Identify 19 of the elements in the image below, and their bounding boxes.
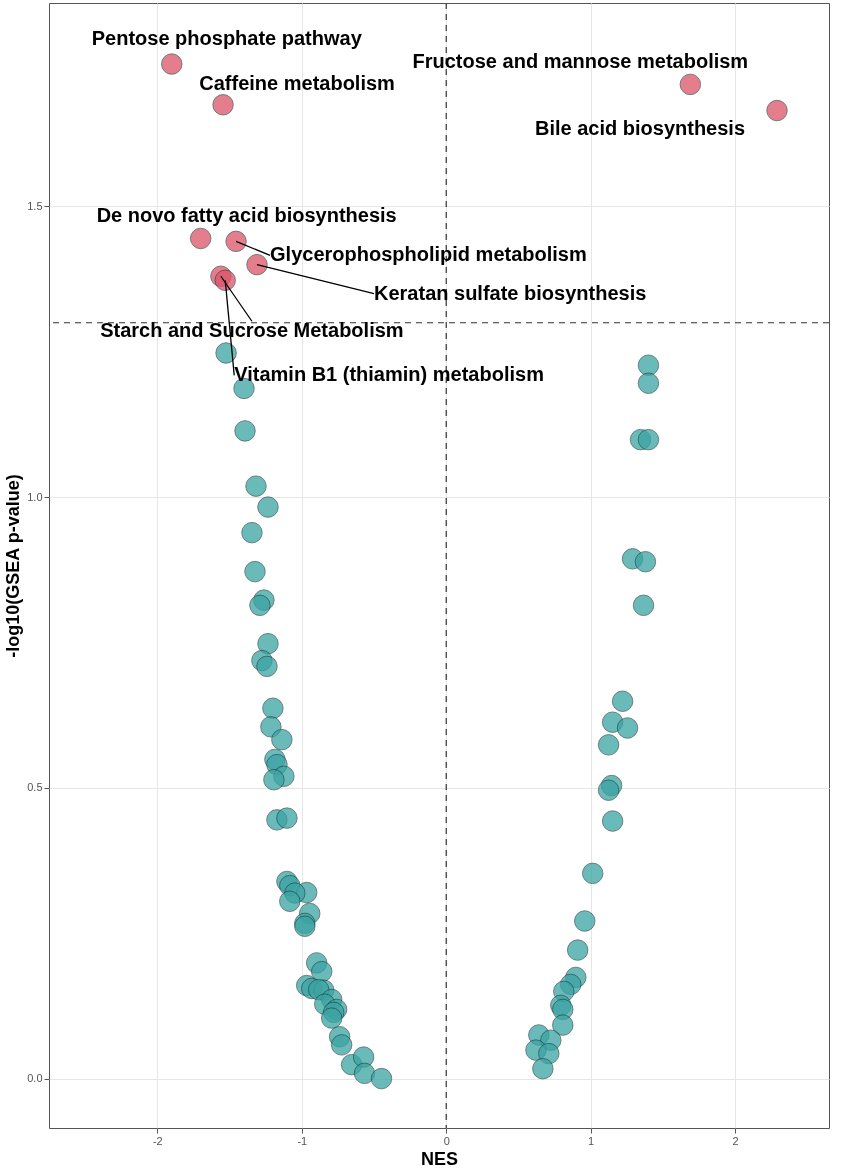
annotation: Glycerophospholipid metabolism [270, 243, 587, 266]
y-tick-label: 0.5 [27, 781, 43, 794]
y-tick-label: 0.0 [27, 1072, 43, 1085]
x-tick-label: 1 [588, 1134, 595, 1147]
x-tick-label: -2 [152, 1134, 163, 1147]
annotation: Pentose phosphate pathway [91, 27, 363, 50]
annotation: Keratan sulfate biosynthesis [374, 281, 647, 304]
x-axis-title: NES [420, 1148, 459, 1169]
annotation: Vitamin B1 (thiamin) metabolism [234, 363, 544, 386]
x-tick-label: -1 [297, 1134, 308, 1147]
y-tick-label: 1.0 [27, 490, 43, 503]
annotation: Bile acid biosynthesis [534, 116, 746, 139]
y-tick-label: 1.5 [27, 199, 43, 212]
annotation: Caffeine metabolism [199, 71, 395, 94]
y-axis-title: -log10(GSEA p-value) [3, 474, 24, 658]
annotation: De novo fatty acid biosynthesis [96, 204, 397, 227]
annotation: Fructose and mannose metabolism [412, 50, 749, 73]
x-tick-label: 0 [443, 1134, 450, 1147]
x-tick-label: 2 [732, 1134, 739, 1147]
